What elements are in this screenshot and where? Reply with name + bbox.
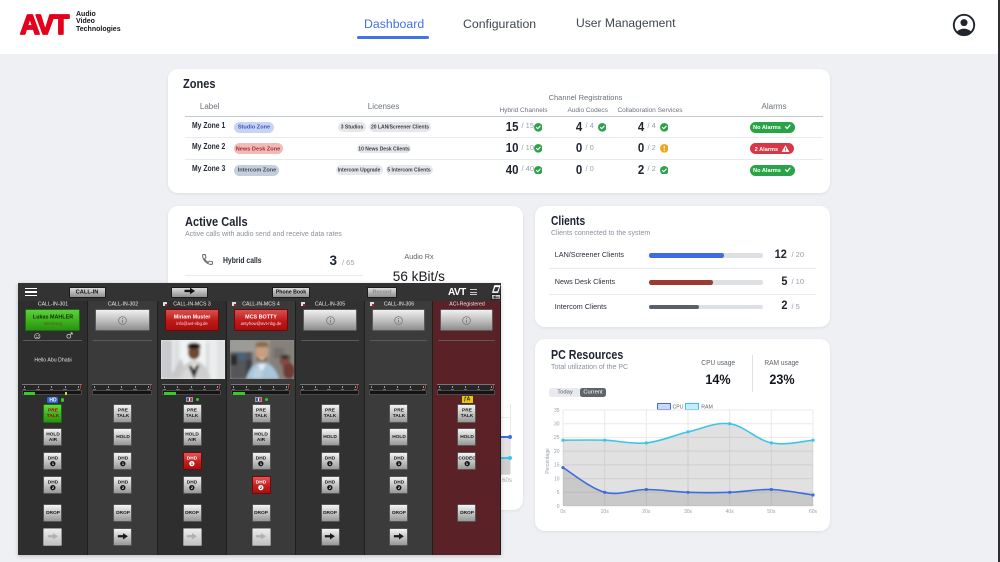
svg-text:Percentage: Percentage	[545, 448, 551, 474]
svg-text:0: 0	[557, 504, 560, 510]
svg-text:10s: 10s	[601, 509, 610, 515]
svg-text:AVT: AVT	[20, 9, 70, 37]
svg-text:20s: 20s	[642, 509, 651, 515]
svg-text:30s: 30s	[684, 509, 693, 515]
svg-text:35: 35	[554, 408, 560, 414]
svg-text:10: 10	[554, 476, 560, 482]
svg-text:60s: 60s	[809, 509, 818, 515]
svg-text:50s: 50s	[767, 509, 776, 515]
svg-text:0s: 0s	[560, 509, 566, 515]
svg-text:15: 15	[554, 463, 560, 469]
svg-text:30: 30	[554, 422, 560, 428]
svg-text:40s: 40s	[726, 509, 735, 515]
svg-text:25: 25	[554, 435, 560, 441]
svg-text:5: 5	[557, 490, 560, 496]
svg-text:20: 20	[554, 449, 560, 455]
